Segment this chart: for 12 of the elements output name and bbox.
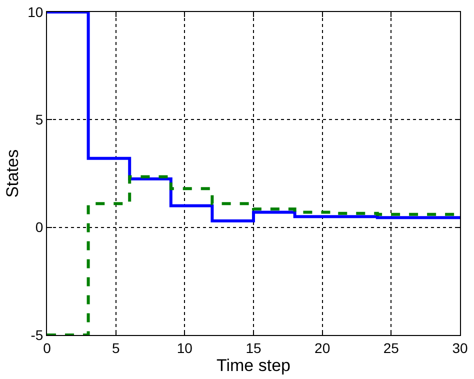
x-tick-label: 5 [112,340,120,356]
x-tick-label: 30 [452,340,468,356]
x-tick-label: 25 [383,340,400,356]
y-axis-title: States [3,149,22,198]
y-tick-label: -5 [30,326,44,343]
x-tick-label: 10 [176,340,193,356]
x-tick-label: 20 [314,340,330,356]
y-tick-label: 5 [35,112,44,128]
y-tick-label: 0 [35,219,44,236]
x-tick-label: 15 [246,340,262,356]
x-axis-title: Time step [216,356,291,375]
y-tick-label: 10 [28,4,44,20]
